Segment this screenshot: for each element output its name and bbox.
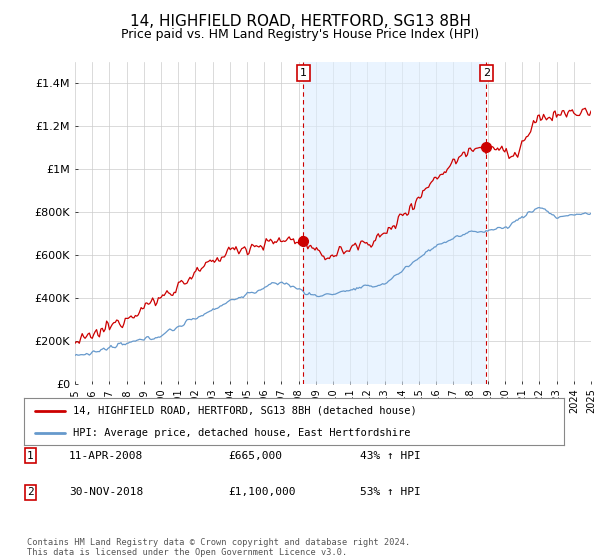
Text: 43% ↑ HPI: 43% ↑ HPI [360,451,421,461]
Text: 14, HIGHFIELD ROAD, HERTFORD, SG13 8BH (detached house): 14, HIGHFIELD ROAD, HERTFORD, SG13 8BH (… [73,406,416,416]
Text: Contains HM Land Registry data © Crown copyright and database right 2024.
This d: Contains HM Land Registry data © Crown c… [27,538,410,557]
Text: 30-NOV-2018: 30-NOV-2018 [69,487,143,497]
Text: 14, HIGHFIELD ROAD, HERTFORD, SG13 8BH: 14, HIGHFIELD ROAD, HERTFORD, SG13 8BH [130,14,470,29]
Text: 11-APR-2008: 11-APR-2008 [69,451,143,461]
Text: £665,000: £665,000 [228,451,282,461]
Text: 1: 1 [27,451,34,461]
Text: 1: 1 [300,68,307,78]
Text: 2: 2 [27,487,34,497]
Text: 2: 2 [483,68,490,78]
Text: HPI: Average price, detached house, East Hertfordshire: HPI: Average price, detached house, East… [73,428,410,438]
Bar [303,62,487,384]
Text: Price paid vs. HM Land Registry's House Price Index (HPI): Price paid vs. HM Land Registry's House … [121,28,479,41]
Text: £1,100,000: £1,100,000 [228,487,296,497]
Text: 53% ↑ HPI: 53% ↑ HPI [360,487,421,497]
